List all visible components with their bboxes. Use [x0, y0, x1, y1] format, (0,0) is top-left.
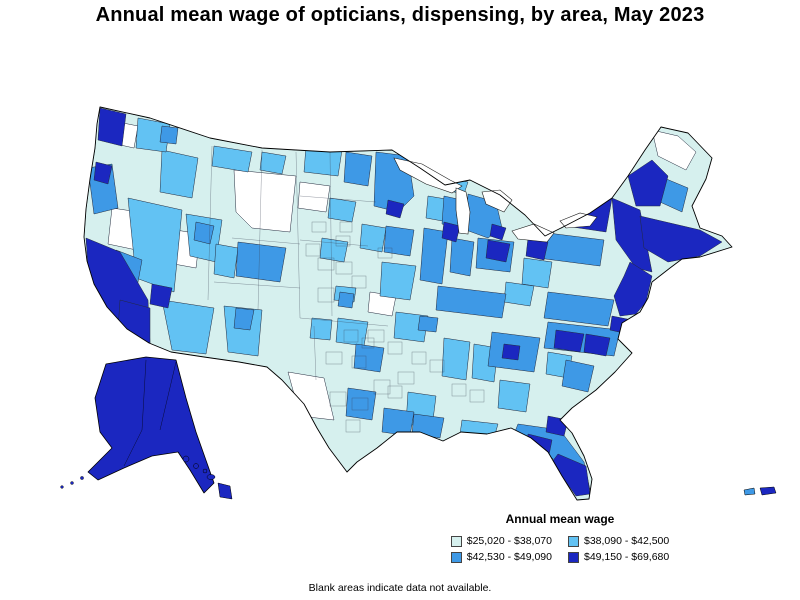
legend-label-band-2: $38,090 - $42,500 [584, 535, 670, 547]
lake-erie [511, 223, 555, 243]
puerto-rico [743, 486, 777, 496]
legend-swatch-band-2 [568, 535, 579, 547]
lower-48-mosaic [84, 107, 732, 500]
alaska [60, 356, 215, 494]
legend-swatch-band-1 [450, 535, 462, 547]
legend-item-band-1: $25,020 - $38,070 [450, 535, 552, 547]
legend-item-band-4: $49,150 - $69,680 [568, 551, 669, 563]
legend-title: Annual mean wage [505, 512, 615, 526]
lower-48-outline [83, 106, 733, 501]
legend-label-band-1: $25,020 - $38,070 [466, 535, 552, 547]
legend-label-band-3: $42,530 - $49,090 [466, 551, 552, 563]
hawaii [182, 455, 233, 500]
legend-label-band-4: $49,150 - $69,680 [584, 551, 670, 563]
footnote: Blank areas indicate data not available. [308, 582, 492, 594]
legend-swatch-band-4 [568, 551, 579, 563]
legend-item-band-3: $42,530 - $49,090 [450, 551, 552, 563]
legend-swatch-band-3 [450, 551, 462, 563]
page-title: Annual mean wage of opticians, dispensin… [95, 4, 705, 26]
legend-grid: $25,020 - $38,070 $38,090 - $42,500 $42,… [420, 535, 700, 563]
lake-michigan [455, 187, 471, 235]
lake-huron [481, 189, 513, 213]
great-lakes [393, 157, 598, 243]
legend-item-band-2: $38,090 - $42,500 [568, 535, 669, 547]
legend: Annual mean wage $25,020 - $38,070 $38,0… [420, 512, 700, 563]
